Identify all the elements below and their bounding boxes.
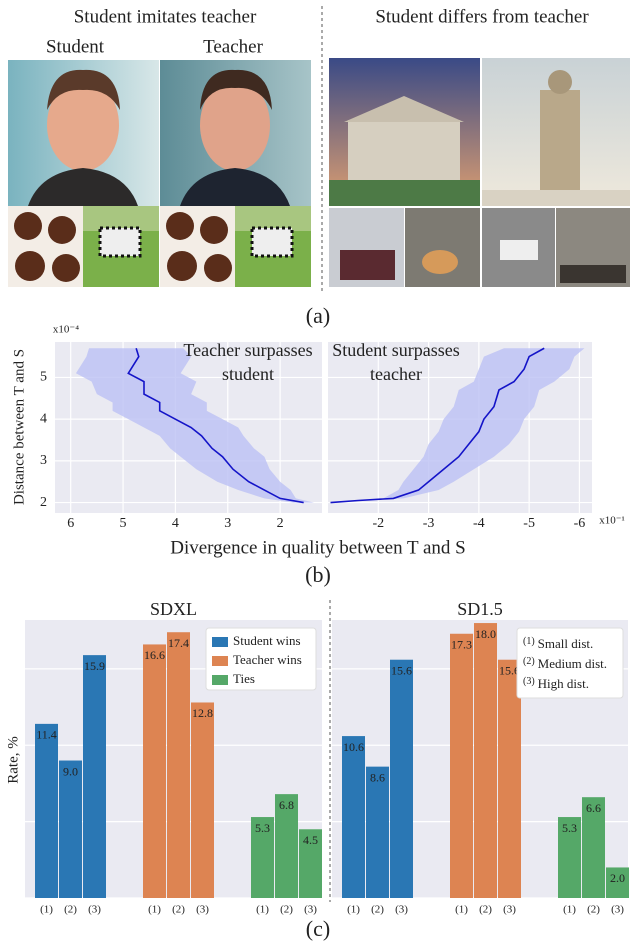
x-tick-label: -3 [423,516,435,531]
caption: (c) [306,916,330,941]
x-tick-label: (1) [148,904,161,916]
bar [191,702,214,898]
panel-title: SD1.5 [457,599,503,619]
x-multiplier: x10⁻¹ [599,515,625,527]
x-tick-label: (1) [455,904,468,916]
annotation: student [222,364,274,384]
y-multiplier: x10⁻⁴ [53,324,79,336]
y-tick-label: 2 [40,495,47,510]
value-label: 12.8 [192,706,213,720]
x-tick-label: 4 [172,516,179,531]
bar [474,623,497,898]
x-tick-label: -4 [473,516,485,531]
value-label: 2.0 [610,871,625,885]
panel-title: SDXL [150,599,197,619]
value-label: 6.8 [279,798,294,812]
x-tick-label: (3) [304,904,317,916]
x-tick-label: (2) [479,904,492,916]
x-tick-label: (2) [280,904,293,916]
figure: Student imitates teacher Student Teacher… [0,0,634,943]
legend-swatch [212,675,228,685]
value-label: 5.3 [255,821,270,835]
value-label: 10.6 [343,740,364,754]
caption: (b) [305,562,331,587]
right-title: Student differs from teacher [375,6,589,27]
legend-label: Student wins [233,633,301,648]
value-label: 17.4 [168,636,189,650]
x-tick-label: (3) [88,904,101,916]
x-tick-label: 6 [67,516,74,531]
y-tick-label: 4 [40,411,47,426]
x-tick-label: -5 [523,516,535,531]
bar [83,655,106,898]
x-tick-label: (3) [503,904,516,916]
value-label: 4.5 [303,833,318,847]
legend-label: Ties [233,671,255,686]
annotation: teacher [370,364,422,384]
x-tick-label: (2) [371,904,384,916]
x-tick-label: (3) [196,904,209,916]
legend-note: Medium dist. [538,656,607,671]
x-tick-label: (1) [40,904,53,916]
x-tick-label: -2 [372,516,384,531]
value-label: 15.6 [391,663,412,677]
bar [167,632,190,898]
x-tick-label: (3) [395,904,408,916]
image-grid [8,58,630,287]
x-tick-label: (1) [256,904,269,916]
image-label: Student [46,36,105,57]
value-label: 18.0 [475,627,496,641]
legend-marker: (1) [523,636,535,647]
y-tick-label: 3 [40,453,47,468]
x-tick-label: 5 [120,516,127,531]
x-tick-label: (2) [64,904,77,916]
left-title: Student imitates teacher [74,6,257,27]
x-tick-label: (2) [172,904,185,916]
bar [143,644,166,898]
y-tick-label: 5 [40,370,47,385]
y-axis-label: Distance between T and S [11,349,27,505]
value-label: 17.3 [451,637,472,651]
bar [35,724,58,898]
legend-note: High dist. [538,676,589,691]
x-tick-label: -6 [574,516,586,531]
value-label: 5.3 [562,821,577,835]
bar [342,736,365,898]
legend-swatch [212,656,228,666]
value-label: 15.9 [84,659,105,673]
annotation: Teacher surpasses [183,340,312,360]
x-tick-label: (3) [611,904,624,916]
x-tick-label: 3 [224,516,231,531]
legend-marker: (2) [523,656,535,667]
x-tick-label: 2 [277,516,284,531]
bar [366,767,389,898]
legend-marker: (3) [523,676,535,687]
value-label: 11.4 [36,728,57,742]
x-tick-label: (1) [563,904,576,916]
bar [450,634,473,898]
caption: (a) [306,303,330,328]
kitchen-image [405,208,480,287]
value-label: 6.6 [586,801,601,815]
legend-swatch [212,637,228,647]
image-label: Teacher [203,36,264,57]
bar [59,761,82,898]
value-label: 9.0 [63,764,78,778]
x-tick-label: (2) [587,904,600,916]
bar [390,660,413,898]
x-axis-label: Divergence in quality between T and S [170,537,465,558]
legend-label: Teacher wins [233,652,302,667]
value-label: 8.6 [370,770,385,784]
annotation: Student surpasses [332,340,460,360]
value-label: 16.6 [144,648,165,662]
x-tick-label: (1) [347,904,360,916]
legend-note: Small dist. [538,636,594,651]
y-axis-label: Rate, % [5,736,21,783]
